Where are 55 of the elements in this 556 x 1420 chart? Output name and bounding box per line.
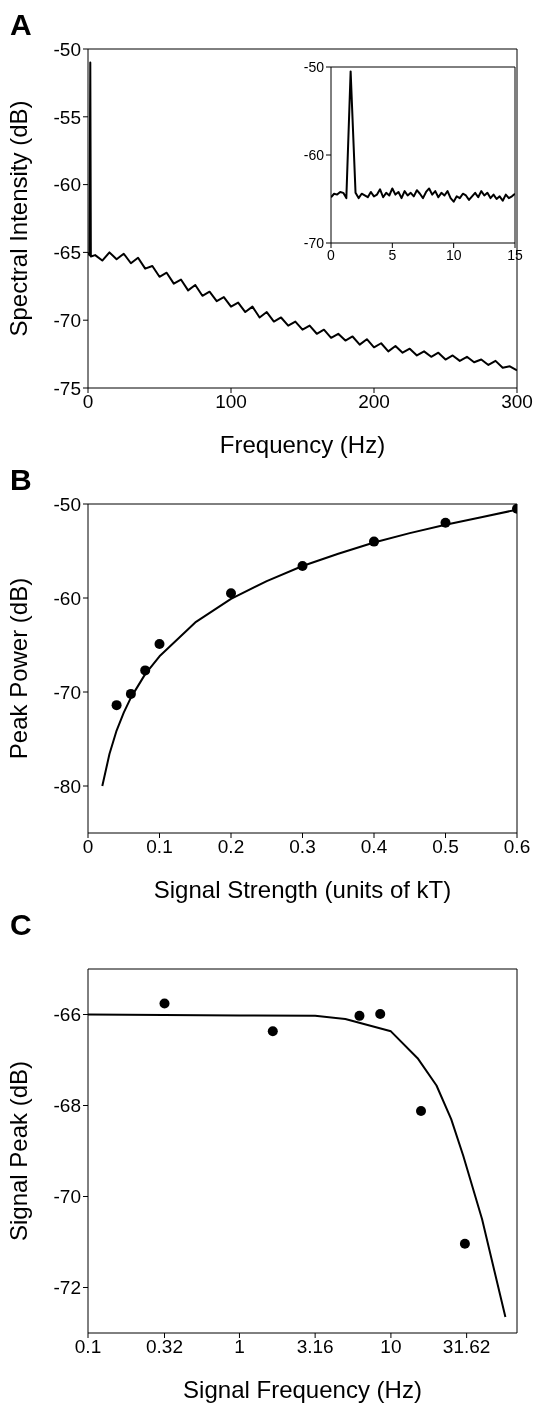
chart-title: A: [10, 8, 32, 42]
x-tick-label: 10: [445, 246, 462, 263]
x-tick-label: 0.2: [217, 836, 245, 858]
y-tick-label: -55: [53, 106, 81, 128]
x-tick-label: 0.6: [503, 836, 531, 858]
x-tick-label: 100: [215, 391, 247, 413]
y-tick-label: -60: [303, 146, 325, 163]
x-tick-label: 15: [507, 246, 523, 263]
chart-title: C: [10, 908, 32, 942]
x-tick-label: 0.32: [146, 1336, 183, 1358]
point: [226, 588, 236, 599]
y-tick-label: -60: [53, 174, 81, 196]
y-tick-label: -70: [303, 234, 325, 251]
y-tick-label: -50: [303, 58, 325, 75]
y-tick-label: -60: [53, 587, 81, 609]
point: [140, 665, 151, 676]
y-tick-label: -75: [53, 377, 81, 399]
y-tick-label: -66: [53, 1004, 81, 1026]
y-tick-label: -70: [53, 309, 81, 331]
y-tick-label: -50: [53, 38, 81, 60]
y-tick-label: -65: [53, 242, 81, 264]
x-tick-label: 0: [327, 246, 336, 263]
y-tick-label: -72: [53, 1277, 81, 1299]
x-tick-label: 0.4: [360, 836, 388, 858]
y-tick-label: -70: [53, 1186, 81, 1208]
point: [154, 639, 165, 650]
point: [369, 536, 379, 547]
y-axis-title: Peak Power (dB): [4, 577, 32, 760]
y-tick-label: -80: [53, 775, 81, 797]
point: [111, 700, 122, 711]
x-tick-label: 0.3: [289, 836, 316, 858]
y-tick-label: -50: [53, 493, 81, 515]
x-tick-label: 200: [358, 391, 390, 413]
point: [440, 517, 451, 528]
y-axis-title: Signal Peak (dB): [4, 1060, 32, 1242]
y-tick-label: -68: [53, 1095, 81, 1117]
x-tick-label: 5: [388, 246, 397, 263]
y-axis-title: Spectral Intensity (dB): [4, 100, 32, 337]
x-tick-label: 1: [234, 1336, 245, 1358]
y-tick-label: -70: [53, 681, 81, 703]
x-tick-label: 3.16: [296, 1336, 334, 1358]
x-tick-label: 0.1: [146, 836, 173, 858]
x-tick-label: 0: [82, 836, 94, 858]
x-tick-label: 0: [82, 391, 94, 413]
x-tick-label: 300: [501, 391, 533, 413]
x-tick-label: 10: [380, 1336, 402, 1358]
x-tick-label: 0.5: [432, 836, 459, 858]
point: [125, 688, 136, 699]
chart-title: B: [10, 463, 32, 497]
x-axis-title: Frequency (Hz): [219, 431, 386, 458]
x-tick-label: 31.62: [442, 1336, 491, 1358]
point: [297, 561, 308, 572]
x-axis-title: Signal Frequency (Hz): [183, 1376, 422, 1403]
x-axis-title: Signal Strength (units of kT): [153, 876, 452, 903]
x-tick-label: 0.1: [74, 1336, 102, 1358]
